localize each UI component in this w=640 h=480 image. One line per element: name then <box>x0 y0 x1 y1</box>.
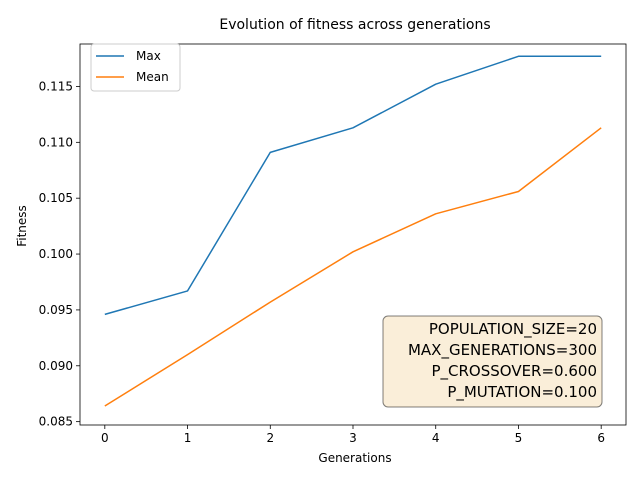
y-tick-label: 0.090 <box>39 359 73 373</box>
legend: Max Mean <box>90 43 181 92</box>
y-axis-label: Fitness <box>15 205 29 247</box>
x-tick-label: 1 <box>184 431 192 445</box>
series-line-mean <box>104 127 602 407</box>
chart-title: Evolution of fitness across generations <box>219 17 490 33</box>
y-tick-label: 0.100 <box>39 247 73 261</box>
y-tick-label: 0.105 <box>39 191 73 205</box>
x-tick-label: 5 <box>515 431 523 445</box>
x-tick-label: 0 <box>101 431 109 445</box>
plot-area: 0 1 2 3 4 5 6 0.085 0.090 0.095 0.100 0.105 0.110 0.1… <box>39 43 627 445</box>
y-tick-label: 0.095 <box>39 303 73 317</box>
x-tick-label: 2 <box>266 431 274 445</box>
annotation-line: P_MUTATION=0.100 <box>447 383 597 402</box>
y-tick-label: 0.110 <box>39 135 73 149</box>
x-axis-label: Generations <box>318 451 391 465</box>
legend-label-max: Max <box>136 49 161 63</box>
annotation-line: MAX_GENERATIONS=300 <box>408 341 597 360</box>
annotation-box <box>382 315 603 408</box>
annotation-line: P_CROSSOVER=0.600 <box>431 362 597 381</box>
legend-label-mean: Mean <box>136 70 169 84</box>
x-tick-label: 3 <box>349 431 357 445</box>
y-tick-label: 0.115 <box>39 79 73 93</box>
x-tick-label: 4 <box>432 431 440 445</box>
series-line-max <box>104 55 602 316</box>
x-tick-label: 6 <box>597 431 605 445</box>
y-tick-label: 0.085 <box>39 415 73 429</box>
annotation-line: POPULATION_SIZE=20 <box>429 320 597 339</box>
parameters-annotation: POPULATION_SIZE=20 MAX_GENERATIONS=300 P_C… <box>382 315 603 408</box>
